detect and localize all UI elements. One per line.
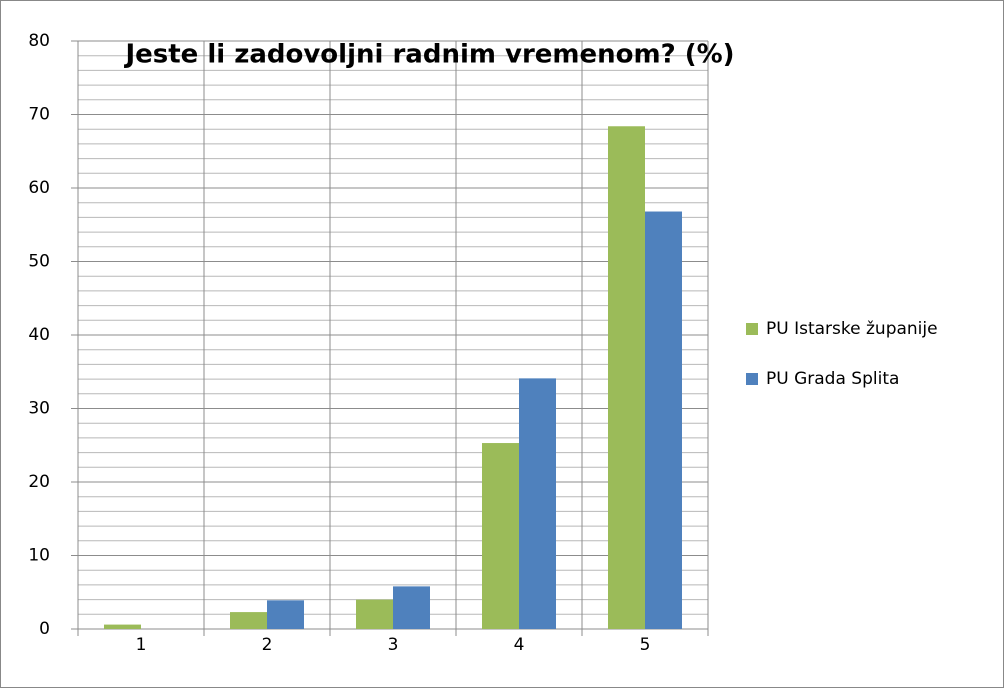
bar: [230, 612, 267, 629]
y-tick-label: 0: [39, 619, 50, 639]
y-tick-label: 80: [28, 31, 50, 51]
legend-label: PU Istarske županije: [766, 319, 938, 339]
y-tick-label: 30: [28, 399, 50, 419]
legend-label: PU Grada Splita: [766, 369, 899, 389]
bar: [608, 126, 645, 629]
bar: [104, 624, 141, 629]
x-tick-label: 3: [388, 635, 399, 655]
x-tick-label: 4: [514, 635, 525, 655]
legend-swatch: [746, 373, 758, 385]
x-tick-label: 5: [640, 635, 651, 655]
chart-title: Jeste li zadovoljni radnim vremenom? (%): [123, 40, 734, 70]
y-tick-label: 40: [28, 325, 50, 345]
x-tick-label: 1: [136, 635, 147, 655]
bar: [267, 600, 304, 629]
y-tick-label: 60: [28, 178, 50, 198]
bar: [356, 599, 393, 629]
y-tick-label: 50: [28, 252, 50, 272]
y-tick-label: 20: [28, 472, 50, 492]
legend-swatch: [746, 323, 758, 335]
bar: [393, 586, 430, 629]
bar: [645, 211, 682, 629]
y-tick-label: 70: [28, 105, 50, 125]
y-tick-label: 10: [28, 546, 50, 566]
x-tick-label: 2: [262, 635, 273, 655]
bar: [482, 443, 519, 629]
bar: [519, 378, 556, 629]
